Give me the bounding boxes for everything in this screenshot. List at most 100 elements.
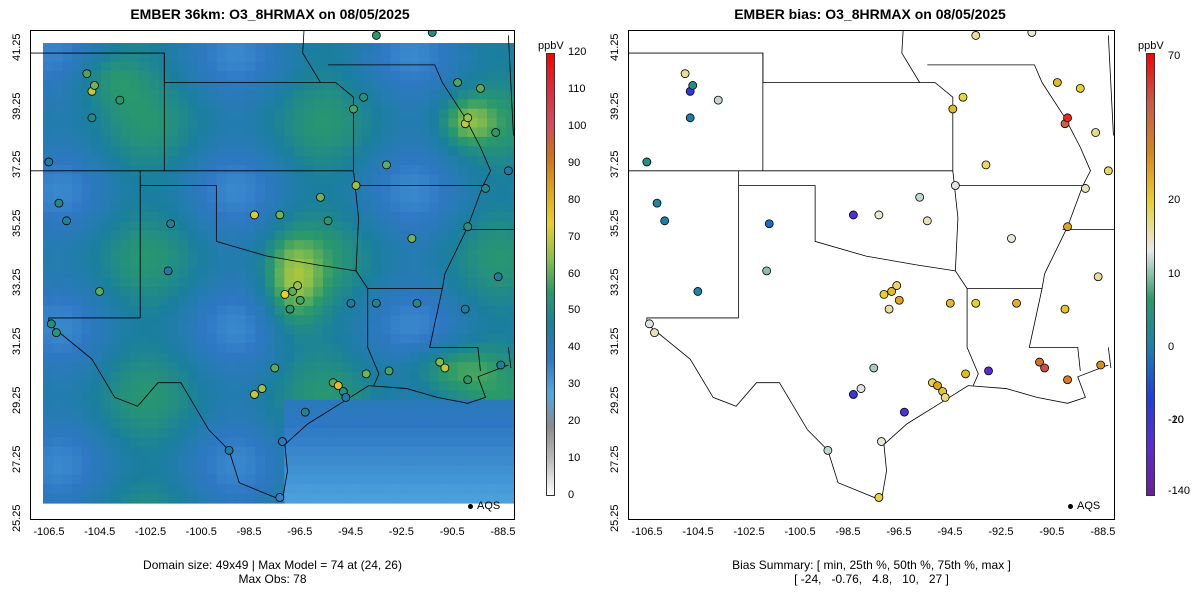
aqs-site[interactable] xyxy=(54,198,64,208)
aqs-site[interactable] xyxy=(693,287,703,296)
aqs-site[interactable] xyxy=(1091,128,1101,137)
aqs-site[interactable] xyxy=(427,31,437,37)
aqs-site[interactable] xyxy=(285,304,295,314)
aqs-site[interactable] xyxy=(1063,375,1072,385)
aqs-site[interactable] xyxy=(1012,298,1021,308)
aqs-site[interactable] xyxy=(503,166,513,176)
aqs-site[interactable] xyxy=(879,289,889,299)
aqs-site[interactable] xyxy=(371,298,381,308)
aqs-site[interactable] xyxy=(463,375,473,385)
aqs-site[interactable] xyxy=(892,281,902,290)
aqs-site[interactable] xyxy=(884,304,894,314)
aqs-site[interactable] xyxy=(115,95,125,105)
aqs-site[interactable] xyxy=(288,287,297,296)
aqs-site[interactable] xyxy=(270,363,280,373)
aqs-site[interactable] xyxy=(382,160,391,170)
aqs-site[interactable] xyxy=(874,210,884,220)
aqs-site[interactable] xyxy=(877,437,886,446)
aqs-site[interactable] xyxy=(971,31,981,40)
aqs-site[interactable] xyxy=(349,104,358,114)
aqs-site[interactable] xyxy=(250,210,259,220)
aqs-site[interactable] xyxy=(713,95,723,105)
aqs-site[interactable] xyxy=(44,157,54,167)
aqs-site[interactable] xyxy=(481,184,490,193)
aqs-site[interactable] xyxy=(341,392,351,402)
aqs-site[interactable] xyxy=(915,192,925,202)
aqs-site[interactable] xyxy=(984,366,993,376)
aqs-site[interactable] xyxy=(277,437,287,446)
aqs-site[interactable] xyxy=(644,319,654,329)
aqs-site[interactable] xyxy=(961,369,970,379)
aqs-site[interactable] xyxy=(688,81,698,90)
aqs-site[interactable] xyxy=(316,192,325,202)
aqs-site[interactable] xyxy=(1007,234,1016,243)
aqs-site[interactable] xyxy=(460,304,470,314)
aqs-site[interactable] xyxy=(652,198,662,208)
aqs-site[interactable] xyxy=(887,287,897,296)
aqs-site[interactable] xyxy=(463,113,473,123)
aqs-site[interactable] xyxy=(1035,357,1044,367)
aqs-site[interactable] xyxy=(823,445,833,455)
aqs-site[interactable] xyxy=(371,31,381,40)
aqs-site[interactable] xyxy=(685,113,695,123)
aqs-site[interactable] xyxy=(764,219,774,229)
aqs-site[interactable] xyxy=(346,298,356,308)
aqs-site[interactable] xyxy=(933,381,942,391)
aqs-site[interactable] xyxy=(950,181,960,190)
aqs-site[interactable] xyxy=(95,287,104,296)
aqs-site[interactable] xyxy=(333,381,343,391)
aqs-site[interactable] xyxy=(762,266,772,276)
aqs-site[interactable] xyxy=(945,298,955,308)
aqs-site[interactable] xyxy=(82,69,92,79)
aqs-site[interactable] xyxy=(412,298,422,308)
aqs-site[interactable] xyxy=(493,272,503,282)
aqs-site[interactable] xyxy=(660,216,670,226)
aqs-site[interactable] xyxy=(894,295,904,305)
aqs-site[interactable] xyxy=(250,390,259,399)
aqs-site[interactable] xyxy=(463,222,473,232)
aqs-site[interactable] xyxy=(90,81,99,90)
aqs-site[interactable] xyxy=(869,363,879,373)
aqs-site[interactable] xyxy=(275,210,285,220)
aqs-site[interactable] xyxy=(874,493,884,502)
aqs-site[interactable] xyxy=(46,319,56,329)
aqs-site[interactable] xyxy=(87,113,97,123)
aqs-site[interactable] xyxy=(948,104,958,114)
aqs-site[interactable] xyxy=(51,328,61,338)
aqs-site[interactable] xyxy=(856,384,866,393)
aqs-site[interactable] xyxy=(1081,184,1090,193)
ozone-map[interactable] xyxy=(30,30,515,520)
aqs-site[interactable] xyxy=(922,216,932,226)
aqs-site[interactable] xyxy=(940,392,950,402)
aqs-site[interactable] xyxy=(848,210,858,220)
aqs-site[interactable] xyxy=(1093,272,1103,282)
bias-map[interactable] xyxy=(628,30,1115,520)
aqs-site[interactable] xyxy=(1096,360,1106,370)
aqs-site[interactable] xyxy=(1052,78,1062,87)
aqs-site[interactable] xyxy=(351,181,361,190)
aqs-site[interactable] xyxy=(166,219,176,229)
aqs-site[interactable] xyxy=(958,92,968,102)
aqs-site[interactable] xyxy=(293,281,303,290)
aqs-site[interactable] xyxy=(453,78,462,87)
aqs-site[interactable] xyxy=(848,390,858,399)
aqs-site[interactable] xyxy=(359,92,369,102)
aqs-site[interactable] xyxy=(407,234,417,243)
aqs-site[interactable] xyxy=(1075,83,1085,93)
aqs-site[interactable] xyxy=(257,384,267,393)
aqs-site[interactable] xyxy=(384,366,394,376)
aqs-site[interactable] xyxy=(62,216,71,226)
aqs-site[interactable] xyxy=(224,445,234,455)
aqs-site[interactable] xyxy=(971,298,981,308)
aqs-site[interactable] xyxy=(440,363,450,373)
aqs-site[interactable] xyxy=(642,157,652,167)
aqs-site[interactable] xyxy=(650,328,659,338)
aqs-site[interactable] xyxy=(1060,304,1070,314)
aqs-site[interactable] xyxy=(680,69,690,79)
aqs-site[interactable] xyxy=(295,295,305,305)
aqs-site[interactable] xyxy=(361,369,371,379)
aqs-site[interactable] xyxy=(435,357,445,367)
aqs-site[interactable] xyxy=(1063,222,1072,232)
aqs-site[interactable] xyxy=(323,216,333,226)
aqs-site[interactable] xyxy=(491,128,501,137)
